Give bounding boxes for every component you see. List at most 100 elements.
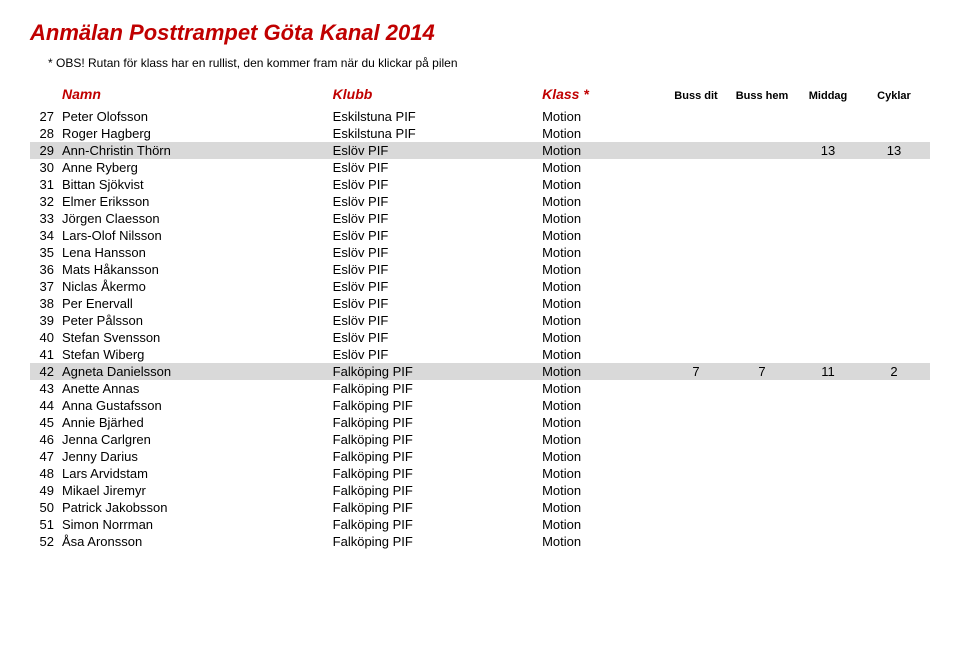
cell-busshem [732, 193, 798, 210]
table-row: 49Mikael JiremyrFalköping PIFMotion [30, 482, 930, 499]
cell-cyklar [864, 125, 930, 142]
cell-klubb: Eslöv PIF [333, 312, 542, 329]
cell-num: 31 [30, 176, 62, 193]
cell-busshem [732, 414, 798, 431]
cell-namn: Anna Gustafsson [62, 397, 333, 414]
cell-namn: Per Enervall [62, 295, 333, 312]
cell-klass: Motion [542, 516, 666, 533]
cell-middag [798, 261, 864, 278]
cell-middag [798, 210, 864, 227]
cell-namn: Peter Olofsson [62, 108, 333, 125]
cell-middag [798, 193, 864, 210]
cell-bussdit [666, 448, 732, 465]
cell-busshem [732, 448, 798, 465]
cell-bussdit [666, 125, 732, 142]
cell-klubb: Falköping PIF [333, 380, 542, 397]
cell-klass: Motion [542, 108, 666, 125]
cell-num: 49 [30, 482, 62, 499]
cell-klubb: Eslöv PIF [333, 261, 542, 278]
cell-bussdit [666, 414, 732, 431]
cell-middag [798, 244, 864, 261]
cell-namn: Lena Hansson [62, 244, 333, 261]
cell-bussdit [666, 380, 732, 397]
cell-namn: Lars Arvidstam [62, 465, 333, 482]
cell-bussdit [666, 278, 732, 295]
table-row: 31Bittan SjökvistEslöv PIFMotion [30, 176, 930, 193]
cell-num: 43 [30, 380, 62, 397]
cell-cyklar [864, 210, 930, 227]
cell-busshem [732, 380, 798, 397]
cell-klass: Motion [542, 278, 666, 295]
obs-note: * OBS! Rutan för klass har en rullist, d… [48, 56, 930, 70]
cell-middag [798, 499, 864, 516]
col-cyklar: Cyklar [864, 84, 930, 108]
cell-num: 37 [30, 278, 62, 295]
cell-middag [798, 312, 864, 329]
cell-middag [798, 414, 864, 431]
cell-busshem [732, 176, 798, 193]
table-row: 48Lars ArvidstamFalköping PIFMotion [30, 465, 930, 482]
cell-cyklar [864, 499, 930, 516]
cell-num: 50 [30, 499, 62, 516]
cell-klass: Motion [542, 261, 666, 278]
cell-busshem [732, 346, 798, 363]
cell-num: 30 [30, 159, 62, 176]
col-middag: Middag [798, 84, 864, 108]
cell-bussdit [666, 465, 732, 482]
table-row: 28Roger HagbergEskilstuna PIFMotion [30, 125, 930, 142]
table-row: 43Anette AnnasFalköping PIFMotion [30, 380, 930, 397]
cell-bussdit [666, 261, 732, 278]
cell-klass: Motion [542, 312, 666, 329]
cell-num: 33 [30, 210, 62, 227]
cell-namn: Annie Bjärhed [62, 414, 333, 431]
table-row: 34Lars-Olof NilssonEslöv PIFMotion [30, 227, 930, 244]
cell-cyklar [864, 227, 930, 244]
cell-namn: Patrick Jakobsson [62, 499, 333, 516]
cell-busshem [732, 397, 798, 414]
cell-cyklar: 2 [864, 363, 930, 380]
cell-busshem [732, 244, 798, 261]
cell-klubb: Eslöv PIF [333, 227, 542, 244]
cell-klubb: Eskilstuna PIF [333, 108, 542, 125]
table-row: 50Patrick JakobssonFalköping PIFMotion [30, 499, 930, 516]
table-row: 36Mats HåkanssonEslöv PIFMotion [30, 261, 930, 278]
cell-klubb: Falköping PIF [333, 533, 542, 550]
cell-num: 45 [30, 414, 62, 431]
cell-namn: Peter Pålsson [62, 312, 333, 329]
cell-klubb: Eslöv PIF [333, 210, 542, 227]
table-row: 30Anne RybergEslöv PIFMotion [30, 159, 930, 176]
registration-table: Namn Klubb Klass * Buss dit Buss hem Mid… [30, 84, 930, 550]
cell-klass: Motion [542, 329, 666, 346]
cell-klubb: Eskilstuna PIF [333, 125, 542, 142]
cell-namn: Niclas Åkermo [62, 278, 333, 295]
cell-namn: Lars-Olof Nilsson [62, 227, 333, 244]
cell-cyklar [864, 176, 930, 193]
cell-middag [798, 482, 864, 499]
cell-klass: Motion [542, 363, 666, 380]
cell-bussdit [666, 431, 732, 448]
cell-bussdit [666, 176, 732, 193]
cell-cyklar [864, 516, 930, 533]
table-row: 29Ann-Christin ThörnEslöv PIFMotion1313 [30, 142, 930, 159]
cell-namn: Bittan Sjökvist [62, 176, 333, 193]
cell-num: 34 [30, 227, 62, 244]
cell-klass: Motion [542, 397, 666, 414]
cell-cyklar [864, 261, 930, 278]
cell-busshem [732, 312, 798, 329]
col-num [30, 84, 62, 108]
cell-namn: Jörgen Claesson [62, 210, 333, 227]
cell-busshem [732, 159, 798, 176]
table-body: 27Peter OlofssonEskilstuna PIFMotion28Ro… [30, 108, 930, 550]
cell-bussdit [666, 329, 732, 346]
cell-busshem: 7 [732, 363, 798, 380]
cell-cyklar [864, 346, 930, 363]
cell-middag [798, 176, 864, 193]
cell-middag [798, 227, 864, 244]
col-klubb: Klubb [333, 84, 542, 108]
cell-namn: Stefan Svensson [62, 329, 333, 346]
cell-middag [798, 278, 864, 295]
cell-middag [798, 108, 864, 125]
cell-cyklar [864, 380, 930, 397]
cell-namn: Jenny Darius [62, 448, 333, 465]
cell-klass: Motion [542, 414, 666, 431]
